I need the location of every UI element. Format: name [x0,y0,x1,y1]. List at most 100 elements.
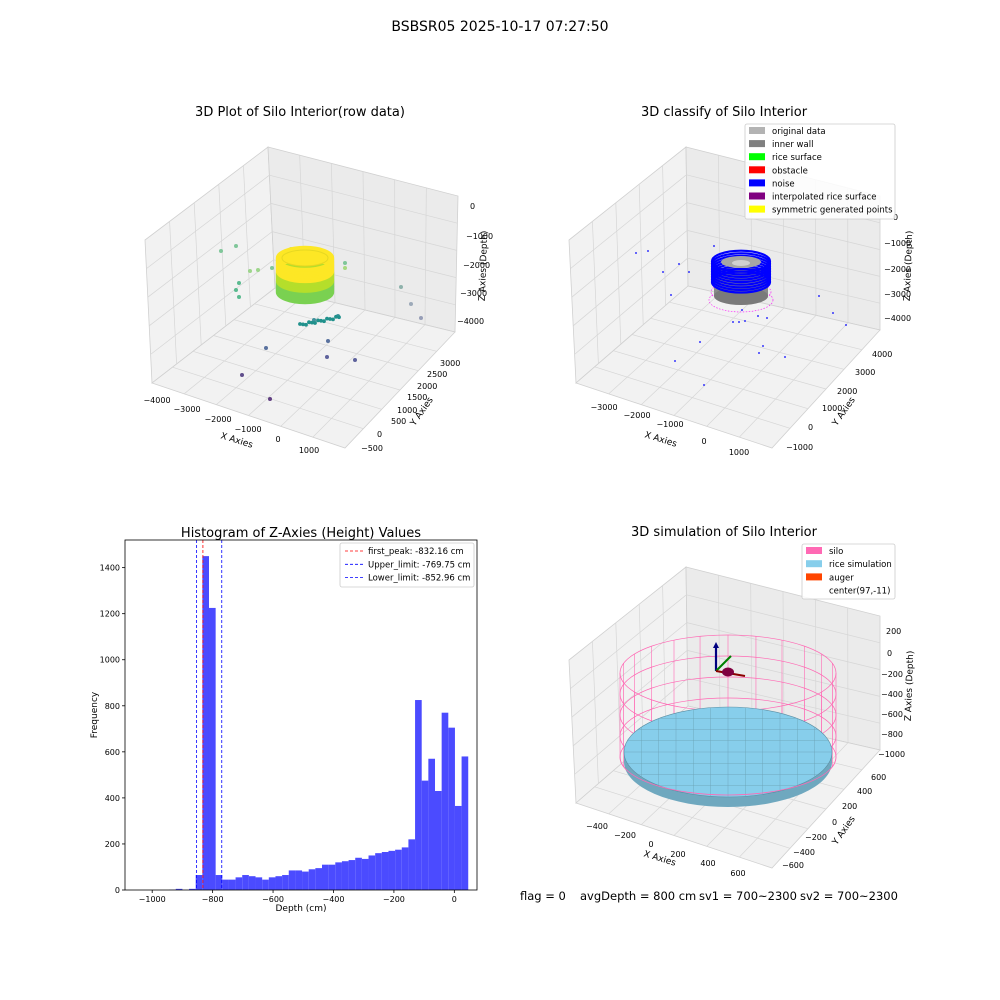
raw-ztick: 0 [470,202,475,211]
histogram-bar [215,875,223,890]
classify-ztick: −4000 [884,314,911,323]
histogram-bar [195,875,203,890]
histogram-xtick-label: −600 [262,895,284,904]
classify-plot-title: 3D classify of Silo Interior [641,105,808,120]
raw-point [268,397,272,401]
raw-point [319,318,323,323]
simulation-gridline [687,677,881,724]
classify-z-ticks: 0 −1000 −2000 −3000 −4000 [884,213,911,323]
histogram-bar [401,847,409,890]
simulation-xtick: 200 [670,850,685,859]
histogram-xtick-label: −1000 [139,895,166,904]
histogram-bar [388,850,396,890]
raw-xlabel: X Axies [219,431,254,450]
histogram-legend-items: first_peak: -832.16 cm Upper_limit: -769.… [345,547,471,584]
histogram-bar [268,877,276,890]
simulation-ztick: 200 [886,627,901,636]
histogram-bar [235,877,243,890]
rice-simulation-surface [619,706,837,807]
histogram-legend-label: Lower_limit: -852.96 cm [368,574,470,584]
raw-point [264,346,268,350]
simulation-x-ticks: −400 −200 0 200 400 600 [586,822,746,878]
noise-point [738,321,740,323]
noise-point [711,261,713,263]
classify-ytick: 1000 [822,404,842,413]
classify-ytick: 0 [808,423,813,432]
histogram-bar [335,862,342,890]
figure-suptitle: BSBSR05 2025-10-17 07:27:50 [391,19,608,35]
simulation-ztick: −600 [881,710,903,719]
histogram-bar [315,868,322,890]
simulation-plot-title: 3D simulation of Silo Interior [631,525,818,540]
histogram-xtick-label: −800 [202,895,224,904]
raw-gridline [269,174,458,224]
classify-plot-gridlines [570,155,881,438]
histogram-xtick-label: −200 [383,895,405,904]
classify-xtick: −1000 [656,420,683,429]
histogram-bar [368,855,376,890]
raw-point [307,320,311,325]
raw-point [313,321,317,325]
raw-gridline [330,163,336,303]
simulation-legend-swatch [806,547,822,554]
footer-flag: flag = 0 [520,889,566,903]
simulation-legend-label: rice simulation [829,560,892,570]
raw-zlabel: Z Axies (Depth) [478,231,490,302]
noise-point [744,320,746,322]
histogram-bar [208,607,216,890]
raw-z-ticks: 0 −1000 −2000 −3000 −4000 [457,202,493,326]
raw-x-ticks: −4000 −3000 −2000 −1000 0 1000 [143,396,319,455]
raw-gridline [218,184,227,327]
simulation-ztick: −200 [881,670,903,679]
histogram-legend: first_peak: -832.16 cm Upper_limit: -769.… [339,542,475,588]
simulation-legend-swatch [806,573,822,581]
noise-point [757,315,759,317]
footer-avg-depth: avgDepth = 800 cm [580,889,696,903]
raw-ztick: −3000 [460,289,487,298]
simulation-ztick: 0 [887,649,892,658]
simulation-ztick: −400 [881,690,903,699]
raw-point [304,322,308,327]
simulation-legend-label: center(97,-11) [829,587,890,597]
classify-3d-plot: 3D classify of Silo Interior −3000 −2000… [568,105,915,457]
noise-point [758,352,760,354]
simulation-gridline [782,591,785,729]
raw-point [219,249,223,253]
histogram-legend-label: first_peak: -832.16 cm [368,547,464,557]
classify-legend-swatch [749,192,765,200]
classify-x-ticks: −3000 −2000 −1000 0 1000 [590,403,749,457]
noise-point [732,321,734,323]
simulation-gridline [574,677,688,775]
raw-point [237,295,241,299]
histogram-ytick-label: 1400 [100,564,120,573]
histogram-xtick-label: −400 [322,895,344,904]
simulation-ztick: −800 [881,730,903,739]
raw-y-ticks: −500 0 500 1000 1500 2000 2500 3000 [361,359,460,453]
simulation-legend-frame [801,543,896,600]
histogram-bar [242,875,249,890]
histogram-bar [302,871,309,890]
raw-xtick: −3000 [173,405,200,414]
classify-legend-label: rice surface [772,153,822,163]
simulation-gridline [686,622,881,670]
raw-point [237,281,241,285]
raw-plot-title: 3D Plot of Silo Interior(row data) [195,105,405,120]
noise-point [832,312,834,314]
classify-gridline [686,202,881,250]
raw-gridline [272,231,457,278]
raw-ytick: 3000 [440,359,460,368]
histogram-bar [375,853,382,890]
histogram-bar [248,876,256,890]
raw-point [409,302,413,306]
raw-gridline [312,324,426,438]
simulation-y-ticks: −600 −400 −200 0 200 400 600 [782,773,886,870]
classify-legend-swatch [749,153,765,161]
histogram-bar [175,888,183,890]
classify-legend-label: symmetric generated points [772,206,893,216]
footer-sv1: sv1 = 700~2300 [699,889,797,903]
histogram-bar [361,858,369,890]
classify-gridline [662,165,666,306]
raw-ytick: 500 [391,417,406,426]
simulation-gridline [686,594,881,644]
histogram-bar [428,758,436,890]
